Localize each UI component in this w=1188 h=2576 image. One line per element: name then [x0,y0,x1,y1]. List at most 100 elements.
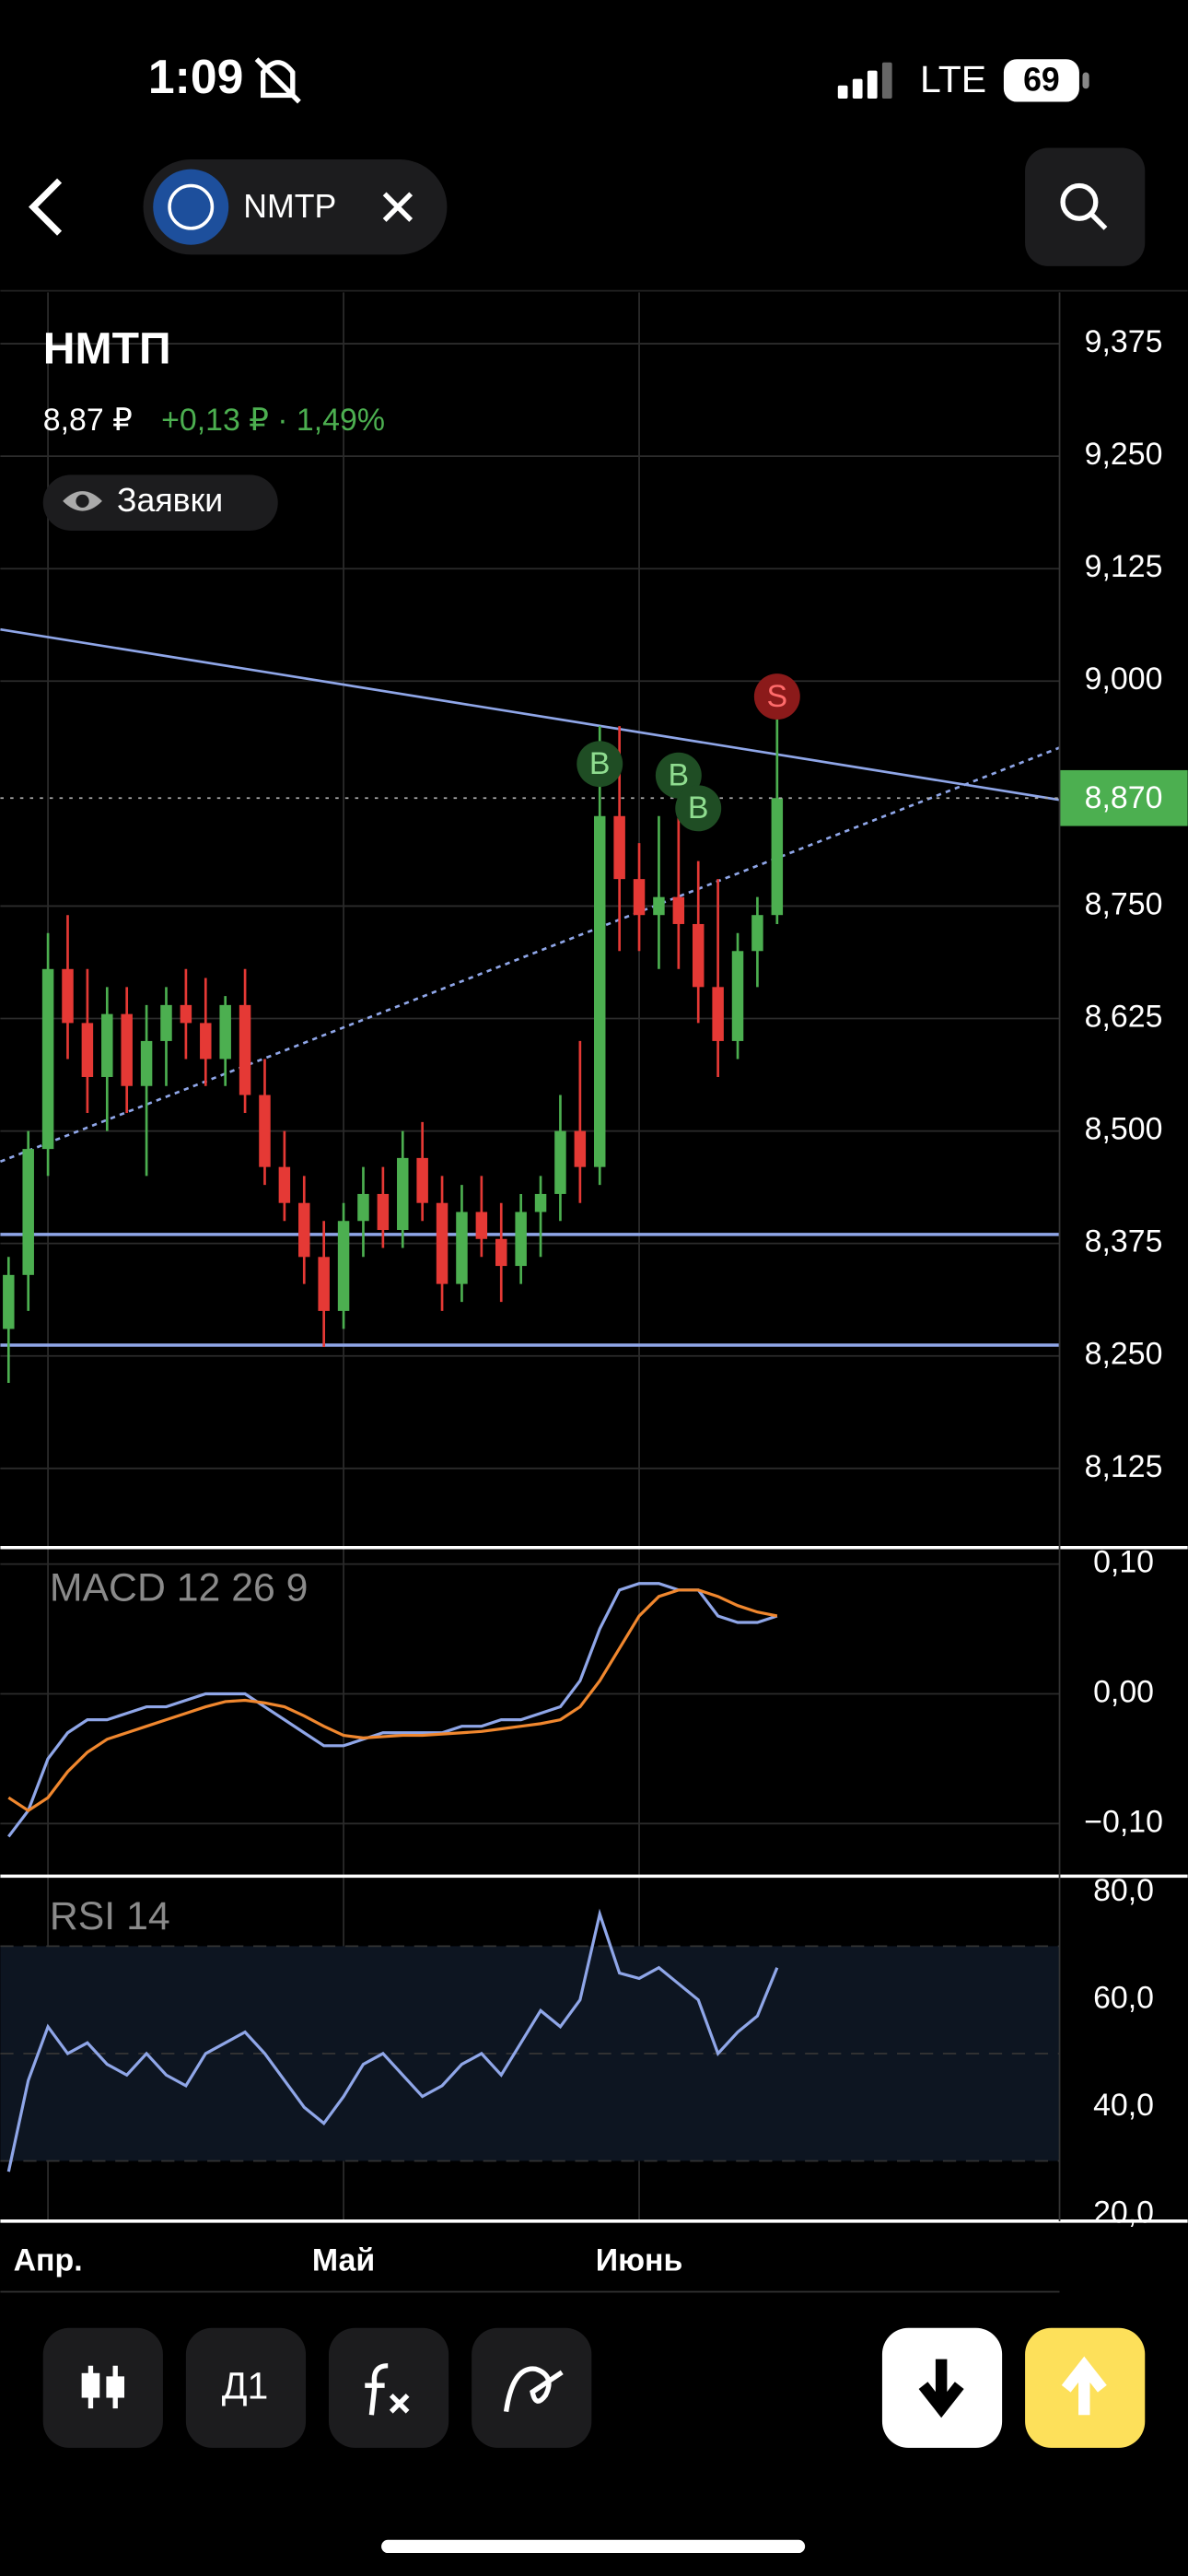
indicators-button[interactable] [329,2327,449,2448]
battery [1003,59,1079,102]
candle-body [140,1040,153,1086]
series-line [7,1582,778,1838]
candle-body [278,1166,291,1203]
y-tick-label: 8,125 [1085,1449,1163,1484]
candle-body [41,968,54,1150]
signal-label: B [688,790,709,825]
y-tick-label: 8,625 [1085,999,1163,1034]
candle-body [3,1274,15,1329]
ticker-logo [153,169,229,245]
candle-body [200,1023,212,1060]
interval-button[interactable] [185,2327,307,2448]
plot: 8,125 8,250 8,375 8,500 8,625 8,750 9,000 9,125… [0,292,1188,2293]
candle-body [692,923,705,988]
candle-body [239,1004,251,1095]
y-tick-label: 9,125 [1085,549,1163,584]
y-tick-label: −0,10 [1084,1804,1163,1839]
signal-label: B [669,757,690,792]
interval-label: Д1 [222,2365,269,2407]
search-icon [1060,182,1099,221]
y-tick-label: 20,0 [1093,2195,1154,2231]
candle-body [712,987,724,1041]
toolbar: Д1 [42,2327,1146,2448]
candle-body [456,1212,468,1284]
search-icon-handle [1089,211,1108,230]
candle-body [495,1238,507,1267]
sell-arrow [918,2359,964,2418]
ticker-logo-globe [168,183,215,230]
candle-body [357,1193,369,1222]
chart-type-button[interactable] [42,2327,163,2448]
y-tick-label: 9,000 [1085,662,1163,697]
search-button[interactable] [1025,147,1146,266]
fx-icon [365,2363,410,2416]
candle-body [554,1130,566,1194]
y-tick-label: 8,750 [1085,886,1163,921]
network: LTE [920,58,986,100]
candle-body [298,1202,310,1258]
y-tick-label: 8,500 [1085,1112,1163,1147]
back-button[interactable] [29,178,63,236]
candle-body [771,798,784,916]
x-tick-label: Апр. [14,2242,83,2277]
y-tick-label: 40,0 [1093,2088,1154,2123]
candle-body [633,879,646,916]
signal-marker [577,741,623,788]
signal-label: B [589,746,611,781]
signal-icon [837,62,892,99]
eye-pupil [76,494,89,508]
candle-body [101,1013,113,1077]
candle-body [436,1202,448,1284]
drawing-button[interactable] [472,2327,592,2448]
battery-level: 69 [1023,62,1060,99]
y-tick-label: 8,250 [1085,1337,1163,1372]
candle-body [397,1157,409,1231]
panel-title: MACD 12 26 9 [50,1565,309,1610]
candle-body [377,1193,390,1231]
orders-label: Заявки [117,482,223,519]
ticker: NMTP [243,188,336,225]
candle-body [653,896,665,916]
price: 8,87 ₽ [43,403,133,438]
candle-body [594,815,606,1167]
candle-body [337,1221,350,1311]
price-change: +0,13 ₽ · 1,49% [161,403,385,438]
home-indicator [381,2539,806,2554]
current-price-label: 8,870 [1085,780,1163,815]
candle-body [672,896,685,924]
candle-body [475,1212,488,1239]
orders-button[interactable] [42,474,278,531]
candle-body [160,1004,172,1041]
y-tick-label: 60,0 [1093,1981,1154,2016]
candle-body [574,1130,587,1167]
candles-icon [81,2365,125,2409]
y-tick-label: 80,0 [1093,1873,1154,1908]
signal-marker [675,785,722,832]
candle-body [219,1004,231,1060]
x-tick-label: Июнь [596,2242,683,2277]
candle-body [416,1157,428,1203]
status-time: 1:09 [148,50,243,103]
candle-body [22,1149,34,1275]
buy-arrow [1061,2356,1107,2416]
candle-body [751,915,763,952]
candle-body [731,951,744,1041]
signal-marker [753,673,800,720]
candle-body [121,1013,133,1086]
panel-title: RSI 14 [50,1894,170,1938]
close-chip[interactable] [382,192,413,222]
series-line [7,1588,778,1813]
y-tick-label: 0,10 [1093,1545,1154,1580]
current-price-box [1059,769,1188,826]
candle-body [613,815,625,880]
candle-body [515,1212,527,1267]
candle-body [81,1023,94,1077]
drawing-icon [503,2366,564,2413]
y-tick-label: 9,375 [1085,324,1163,359]
trend-line [0,746,1061,1164]
series-line [6,1908,779,2172]
candle-body [180,1004,192,1024]
